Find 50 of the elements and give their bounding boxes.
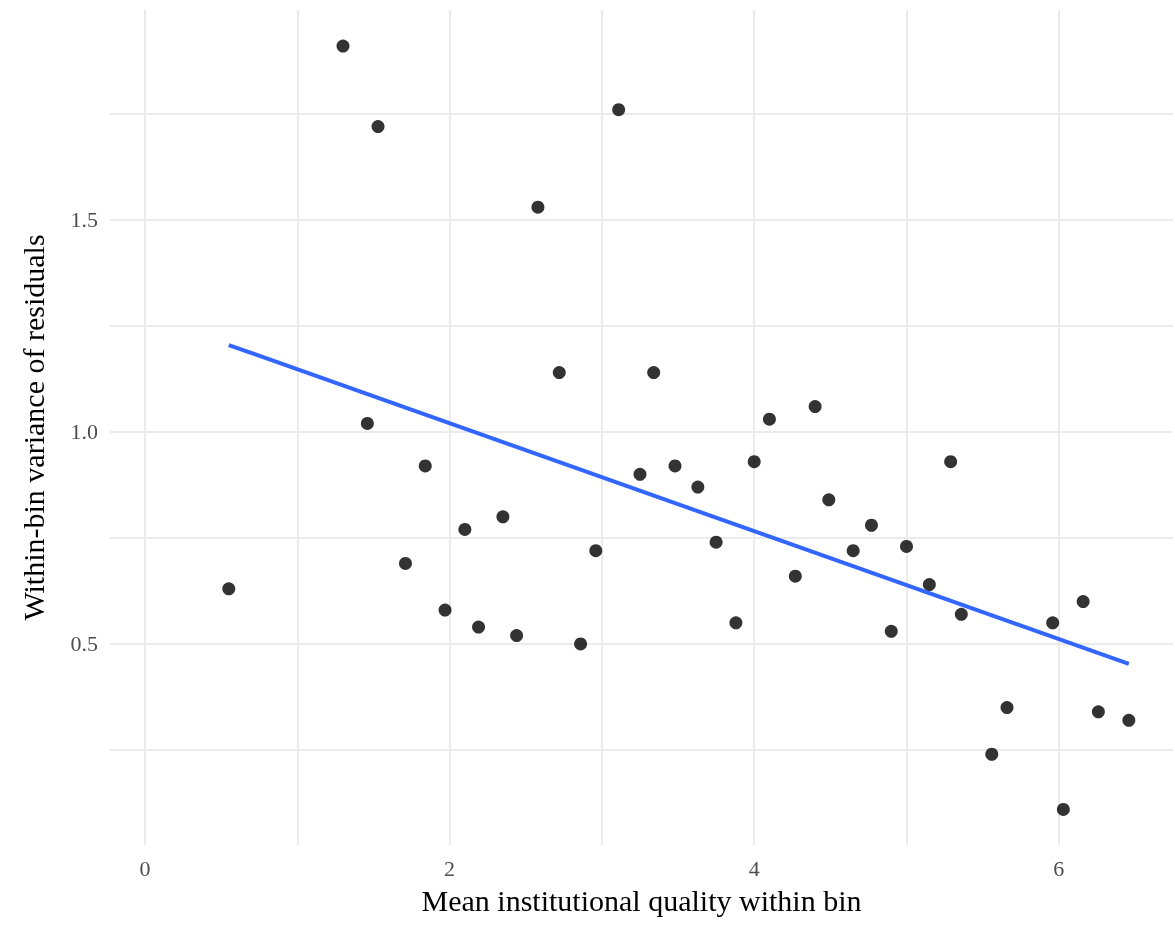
point xyxy=(371,120,385,134)
point xyxy=(1056,802,1070,816)
point xyxy=(398,556,412,570)
point xyxy=(336,39,350,53)
point xyxy=(747,455,761,469)
y-tick-label: 0.5 xyxy=(70,631,98,657)
point xyxy=(222,582,236,596)
x-tick-label: 2 xyxy=(444,855,456,881)
x-tick-label: 0 xyxy=(139,855,151,881)
y-axis-title: Within-bin variance of residuals xyxy=(16,234,50,621)
point xyxy=(729,616,743,630)
point xyxy=(496,510,510,524)
point xyxy=(552,366,566,380)
point xyxy=(438,603,452,617)
x-tick-label: 4 xyxy=(748,855,760,881)
point xyxy=(884,624,898,638)
point xyxy=(360,416,374,430)
point xyxy=(668,459,682,473)
point xyxy=(944,455,958,469)
point xyxy=(900,539,913,553)
point xyxy=(531,200,545,214)
y-tick-label: 1.0 xyxy=(70,419,98,445)
x-tick-label: 6 xyxy=(1053,855,1065,881)
point xyxy=(472,620,486,634)
point xyxy=(1122,713,1136,727)
point xyxy=(822,493,836,507)
point xyxy=(922,578,936,592)
point xyxy=(418,459,432,473)
point xyxy=(510,629,524,642)
point xyxy=(1000,701,1014,715)
point xyxy=(762,412,776,426)
point xyxy=(1076,595,1090,609)
point xyxy=(1091,705,1105,719)
point xyxy=(709,535,723,549)
point xyxy=(691,480,705,494)
x-axis-title: Mean institutional quality within bin xyxy=(421,883,862,917)
point xyxy=(612,103,626,117)
point xyxy=(846,544,860,558)
point xyxy=(574,637,588,651)
point xyxy=(864,518,878,532)
point xyxy=(633,467,647,481)
point xyxy=(589,544,603,558)
y-tick-label: 1.5 xyxy=(70,207,98,233)
point xyxy=(647,366,661,380)
point xyxy=(985,747,999,761)
point xyxy=(458,522,472,536)
point xyxy=(788,569,802,583)
point xyxy=(954,607,968,621)
point xyxy=(808,400,822,413)
point xyxy=(1046,616,1060,630)
